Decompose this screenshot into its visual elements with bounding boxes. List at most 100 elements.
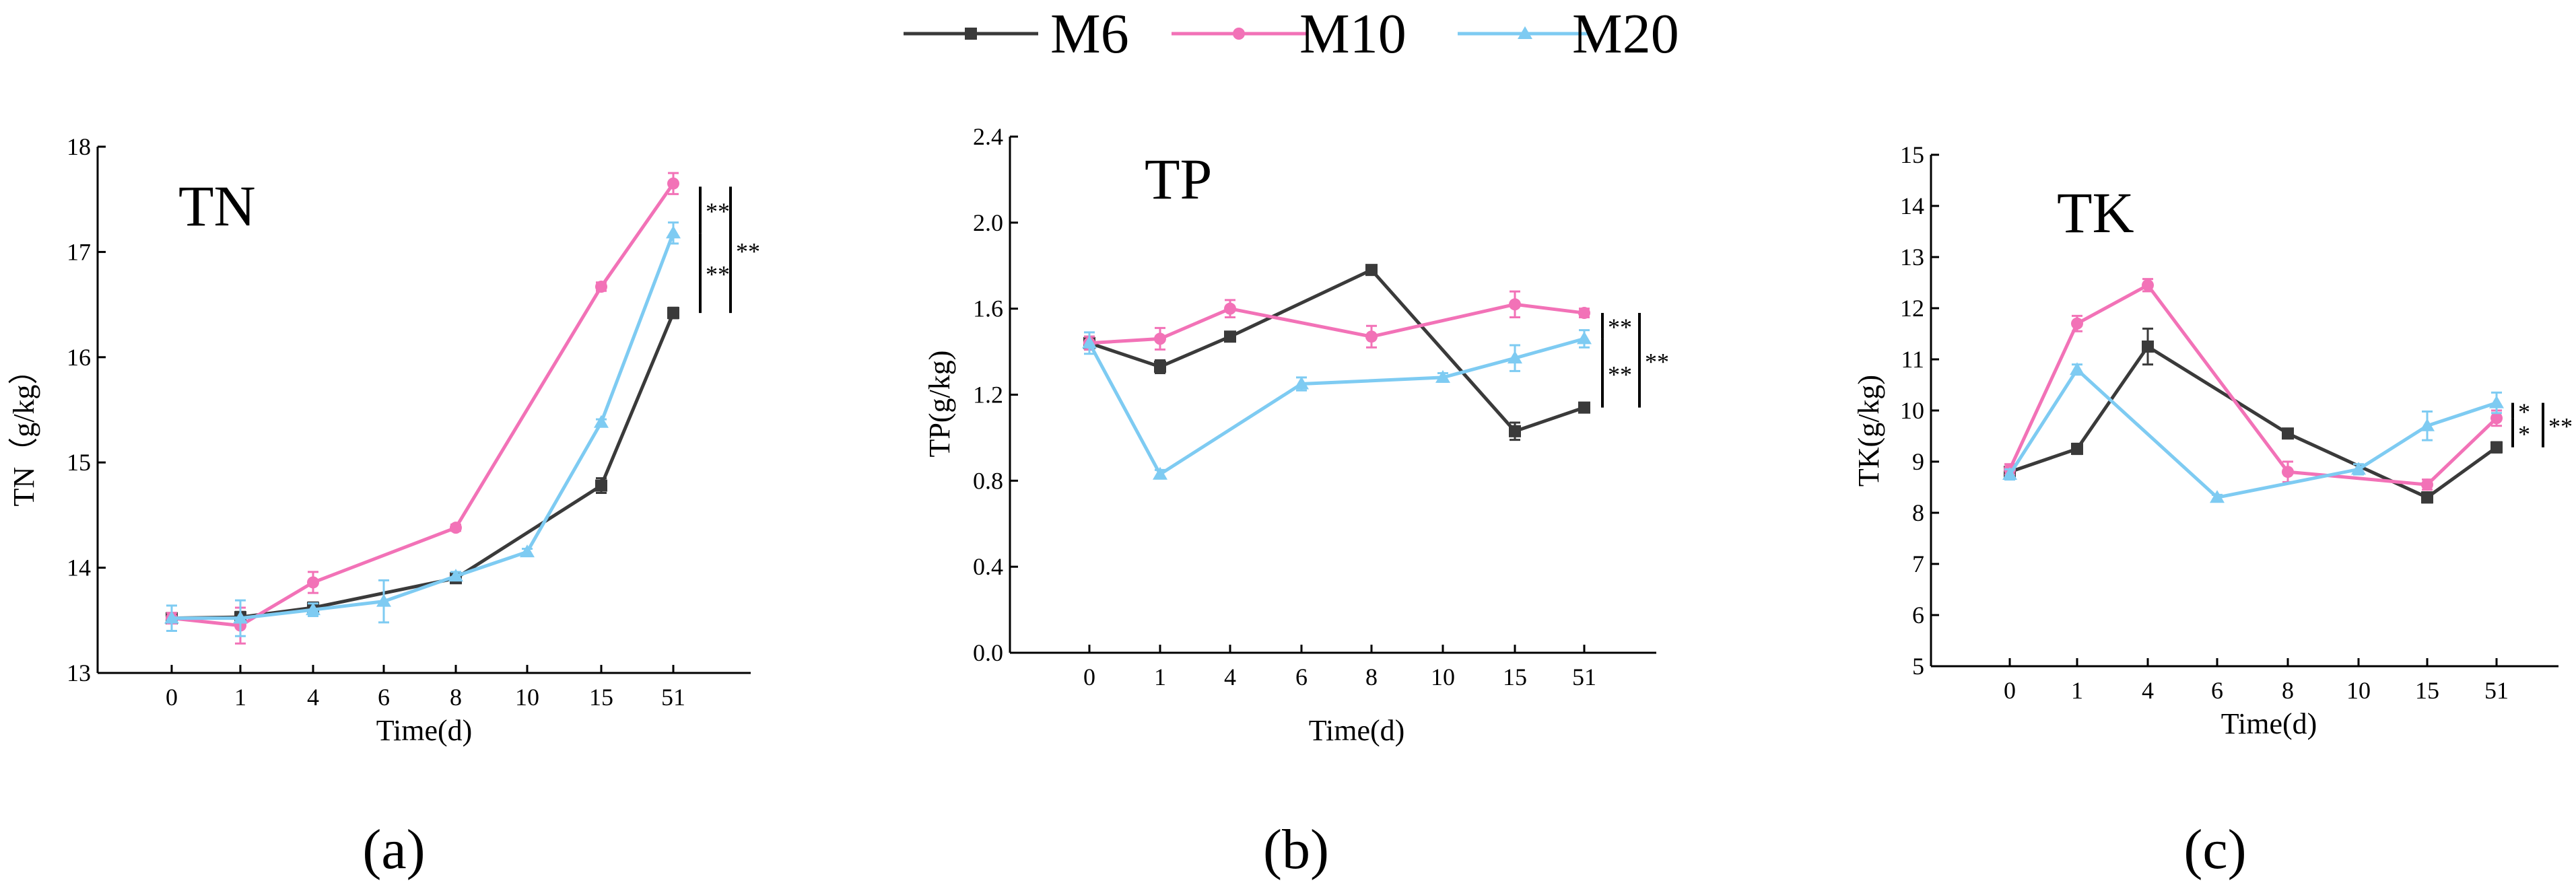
y-tick-label: 0.0 xyxy=(973,639,1003,666)
y-tick-label: 16 xyxy=(67,344,91,371)
y-tick-label: 2.4 xyxy=(973,123,1003,150)
data-point-m20 xyxy=(594,415,609,428)
data-point-m10 xyxy=(2071,317,2083,330)
significance: ** ** xyxy=(2511,398,2573,448)
data-point-m10 xyxy=(450,522,462,534)
data-point-m10 xyxy=(1578,307,1590,320)
panel-title: TP xyxy=(1145,147,1212,211)
data-point-m6 xyxy=(2282,427,2294,440)
x-tick-label: 51 xyxy=(1572,664,1596,690)
data-point-m10 xyxy=(2421,478,2433,491)
series-m6 xyxy=(166,306,679,624)
series-m10 xyxy=(1083,290,1590,351)
x-tick-label: 0 xyxy=(2004,677,2016,704)
significance-label: ** xyxy=(1608,314,1632,341)
data-point-m20 xyxy=(2420,418,2435,431)
y-axis-label: TP(g/kg) xyxy=(923,351,956,458)
series-m20 xyxy=(164,221,681,637)
significance-label: ** xyxy=(1645,348,1669,375)
y-tick-label: 1.2 xyxy=(973,382,1003,408)
panel-title: TK xyxy=(2057,180,2134,245)
x-tick-label: 4 xyxy=(2142,677,2154,704)
x-tick-label: 1 xyxy=(1154,664,1166,690)
x-tick-label: 1 xyxy=(234,684,246,711)
data-point-m20 xyxy=(1577,331,1592,345)
data-point-m10 xyxy=(1224,302,1236,315)
series-m20 xyxy=(2002,362,2504,503)
data-point-m6 xyxy=(1578,401,1590,414)
data-point-m20 xyxy=(1435,369,1450,383)
series-m20 xyxy=(1082,329,1592,480)
series-line-m10 xyxy=(1089,302,1585,345)
data-point-m20 xyxy=(2210,490,2225,503)
y-tick-label: 13 xyxy=(67,659,91,686)
data-point-m6 xyxy=(2490,441,2503,454)
series-m10 xyxy=(2004,278,2503,491)
x-tick-label: 4 xyxy=(307,684,319,711)
legend-label-m10: M10 xyxy=(1299,3,1406,65)
y-tick-label: 9 xyxy=(1912,448,1924,475)
series-line-m6 xyxy=(1089,268,1585,433)
significance: ****** xyxy=(699,186,760,314)
data-point-m6 xyxy=(1224,330,1236,343)
significance-label: * xyxy=(2518,398,2530,425)
significance-label: ** xyxy=(1608,361,1632,388)
data-point-m20 xyxy=(2002,467,2017,480)
data-point-m10 xyxy=(307,576,319,589)
y-tick-label: 2.0 xyxy=(973,209,1003,236)
series-line-m20 xyxy=(172,232,675,620)
legend-label-m20: M20 xyxy=(1572,3,1679,65)
data-point-m20 xyxy=(306,602,320,616)
significance-label: ** xyxy=(2548,413,2573,440)
y-axis-label: TK(g/kg) xyxy=(1852,375,1885,487)
panel-label: (b) xyxy=(1263,818,1329,881)
data-point-m6 xyxy=(595,479,607,492)
significance-label: ** xyxy=(736,238,760,264)
data-point-m20 xyxy=(164,610,179,624)
x-tick-label: 4 xyxy=(1224,664,1236,690)
y-tick-label: 7 xyxy=(1912,550,1924,577)
series-line-m6 xyxy=(2009,344,2498,500)
y-tick-label: 5 xyxy=(1912,653,1924,680)
data-point-m20 xyxy=(233,610,248,624)
x-tick-label: 6 xyxy=(2211,677,2223,704)
x-tick-label: 51 xyxy=(661,684,685,711)
x-tick-label: 8 xyxy=(450,684,462,711)
significance: ** ** ** xyxy=(1601,313,1669,408)
legend-item-m6: M6 xyxy=(904,3,1129,65)
y-tick-label: 14 xyxy=(67,555,91,581)
significance-label: ** xyxy=(706,261,730,288)
x-tick-label: 51 xyxy=(2484,677,2509,704)
series-m10 xyxy=(166,172,679,645)
data-point-m6 xyxy=(2421,491,2433,504)
data-point-m10 xyxy=(1365,330,1378,343)
panel-title: TN xyxy=(178,174,256,238)
series-line-m6 xyxy=(171,312,675,620)
data-point-m10 xyxy=(2490,412,2503,425)
data-point-m20 xyxy=(2489,395,2504,408)
x-axis-label: Time(d) xyxy=(2221,707,2317,740)
x-axis-label: Time(d) xyxy=(376,714,473,747)
data-point-m6 xyxy=(1154,360,1166,373)
data-point-m10 xyxy=(1509,298,1521,311)
panel-b-tp: 0.0 0.4 0.8 1.2 1.6 2.0 2.4 0 1 4 6 8 10 15 51 Time(d) T… xyxy=(923,123,1669,881)
significance-label: ** xyxy=(706,198,730,225)
series-line-m10 xyxy=(171,182,675,628)
y-tick-label: 13 xyxy=(1900,244,1924,271)
legend: M6 M10 M20 xyxy=(904,3,1679,65)
x-tick-label: 6 xyxy=(1295,664,1308,690)
y-tick-label: 17 xyxy=(67,238,91,265)
data-point-m20 xyxy=(520,544,535,558)
x-tick-label: 10 xyxy=(515,684,539,711)
data-point-m20 xyxy=(1082,335,1097,349)
data-point-m20 xyxy=(376,594,391,607)
x-tick-label: 15 xyxy=(1503,664,1527,690)
y-tick-label: 10 xyxy=(1900,397,1924,424)
panel-label: (a) xyxy=(362,818,425,881)
y-tick-label: 8 xyxy=(1912,499,1924,526)
data-point-m6 xyxy=(667,307,679,320)
data-point-m20 xyxy=(448,569,463,582)
